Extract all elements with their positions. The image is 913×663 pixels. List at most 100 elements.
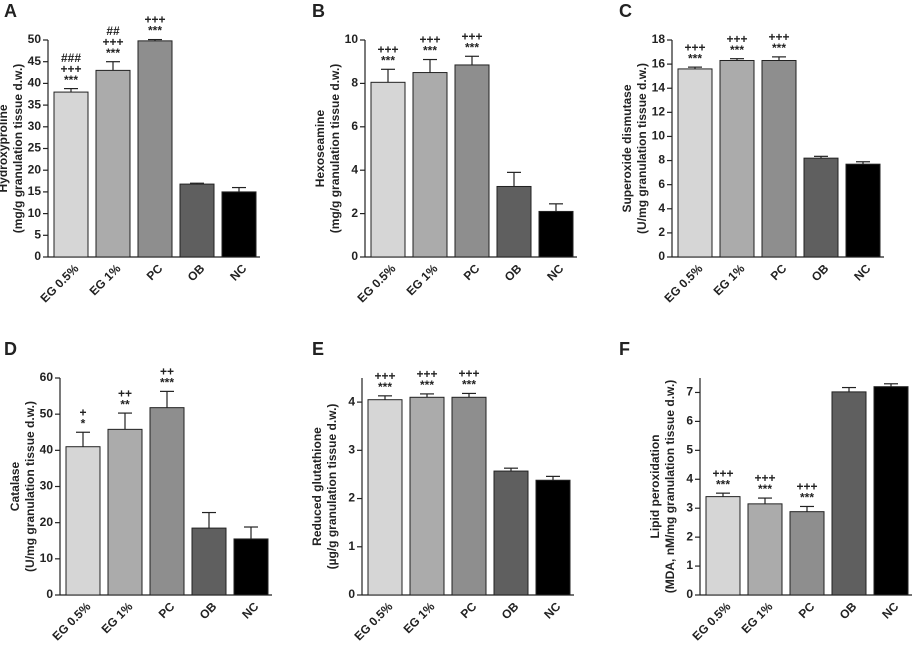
bar (53, 91, 89, 258)
bar (65, 446, 101, 596)
bar (409, 396, 445, 596)
significance: +++ (144, 13, 165, 27)
bar (719, 59, 755, 258)
y-tick-label: 40 (40, 443, 54, 457)
significance: * (81, 416, 86, 430)
y-tick-label: 35 (28, 97, 42, 111)
significance: +++ (754, 471, 775, 485)
y-tick-label: 5 (686, 443, 693, 457)
bar (233, 538, 269, 596)
x-tick-label: NC (544, 261, 566, 283)
significance: *** (800, 491, 814, 505)
y-axis-label: Superoxide dismutase (620, 84, 634, 212)
panel-label: E (312, 339, 324, 359)
y-tick-label: 0 (351, 249, 358, 263)
y-tick-label: 4 (351, 162, 358, 176)
x-tick-label: OB (502, 261, 525, 284)
y-axis-label: Reduced glutathione (310, 427, 324, 546)
significance: *** (423, 44, 437, 58)
y-tick-label: 10 (345, 32, 359, 46)
significance: +++ (102, 35, 123, 49)
y-axis-label: (µg/g granulation tissue d.w.) (325, 404, 339, 570)
y-tick-label: 0 (46, 587, 53, 601)
bar (496, 185, 532, 258)
significance: +++ (416, 367, 437, 381)
y-tick-label: 18 (652, 32, 666, 46)
significance: ++ (118, 386, 132, 400)
bar (179, 183, 215, 258)
significance: *** (64, 73, 78, 87)
x-tick-label: OB (837, 599, 860, 622)
y-axis-label: (mg/g granulation tissue d.w.) (328, 64, 342, 234)
x-tick-label: EG 0.5% (38, 261, 82, 305)
x-tick-label: PC (796, 599, 818, 621)
y-tick-label: 50 (40, 406, 54, 420)
y-axis-label: Hydroxyproline (0, 104, 10, 192)
significance: *** (420, 378, 434, 392)
significance: *** (772, 41, 786, 55)
significance: +++ (377, 42, 398, 56)
bar (137, 40, 173, 258)
x-tick-label: PC (156, 599, 178, 621)
y-tick-label: 4 (348, 394, 355, 408)
panel-label: C (619, 1, 632, 21)
x-tick-label: PC (768, 261, 790, 283)
y-tick-label: 20 (40, 515, 54, 529)
y-tick-label: 2 (658, 225, 665, 239)
significance: + (79, 405, 86, 419)
x-tick-label: NC (239, 599, 261, 621)
x-tick-label: NC (227, 261, 249, 283)
x-tick-label: EG 0.5% (662, 261, 706, 305)
significance: *** (381, 53, 395, 67)
bar (761, 59, 797, 258)
x-tick-label: EG 1% (87, 261, 124, 298)
bar (873, 386, 909, 596)
x-tick-label: EG 0.5% (50, 599, 94, 643)
y-axis-label: Lipid peroxidation (648, 435, 662, 539)
y-tick-label: 0 (686, 587, 693, 601)
y-tick-label: 14 (652, 80, 666, 94)
x-tick-label: PC (458, 599, 480, 621)
x-tick-label: EG 1% (739, 599, 776, 636)
y-tick-label: 2 (686, 529, 693, 543)
significance: +++ (461, 29, 482, 43)
bar (149, 407, 185, 596)
y-tick-label: 30 (28, 119, 42, 133)
significance: *** (148, 24, 162, 38)
significance: *** (730, 43, 744, 57)
y-tick-label: 2 (351, 206, 358, 220)
x-tick-label: PC (461, 261, 483, 283)
y-tick-label: 6 (686, 414, 693, 428)
significance: *** (465, 40, 479, 54)
y-tick-label: 6 (658, 177, 665, 191)
y-axis-label: (U/mg granulation tissue d.w.) (23, 401, 37, 572)
y-tick-label: 40 (28, 76, 42, 90)
panel-label: A (4, 1, 17, 21)
y-tick-label: 0 (658, 249, 665, 263)
bar (454, 64, 490, 258)
y-tick-label: 20 (28, 162, 42, 176)
y-tick-label: 8 (658, 153, 665, 167)
significance: +++ (796, 480, 817, 494)
panel-label: F (619, 339, 630, 359)
bar (95, 69, 131, 258)
x-tick-label: OB (809, 261, 832, 284)
y-axis-label: (MDA, nM/mg granulation tissue d.w.) (663, 380, 677, 594)
significance: *** (106, 46, 120, 60)
significance: *** (758, 482, 772, 496)
significance: +++ (458, 367, 479, 381)
significance: ### (61, 51, 81, 65)
x-tick-label: NC (851, 261, 873, 283)
y-tick-label: 3 (348, 443, 355, 457)
x-tick-label: OB (197, 599, 220, 622)
y-tick-label: 8 (351, 76, 358, 90)
y-tick-label: 10 (652, 129, 666, 143)
y-axis-label: Catalase (8, 461, 22, 511)
significance: *** (688, 51, 702, 65)
y-tick-label: 2 (348, 491, 355, 505)
bar (789, 511, 825, 596)
x-tick-label: NC (541, 599, 563, 621)
bar (107, 428, 143, 596)
y-tick-label: 1 (686, 558, 693, 572)
bar (367, 399, 403, 596)
